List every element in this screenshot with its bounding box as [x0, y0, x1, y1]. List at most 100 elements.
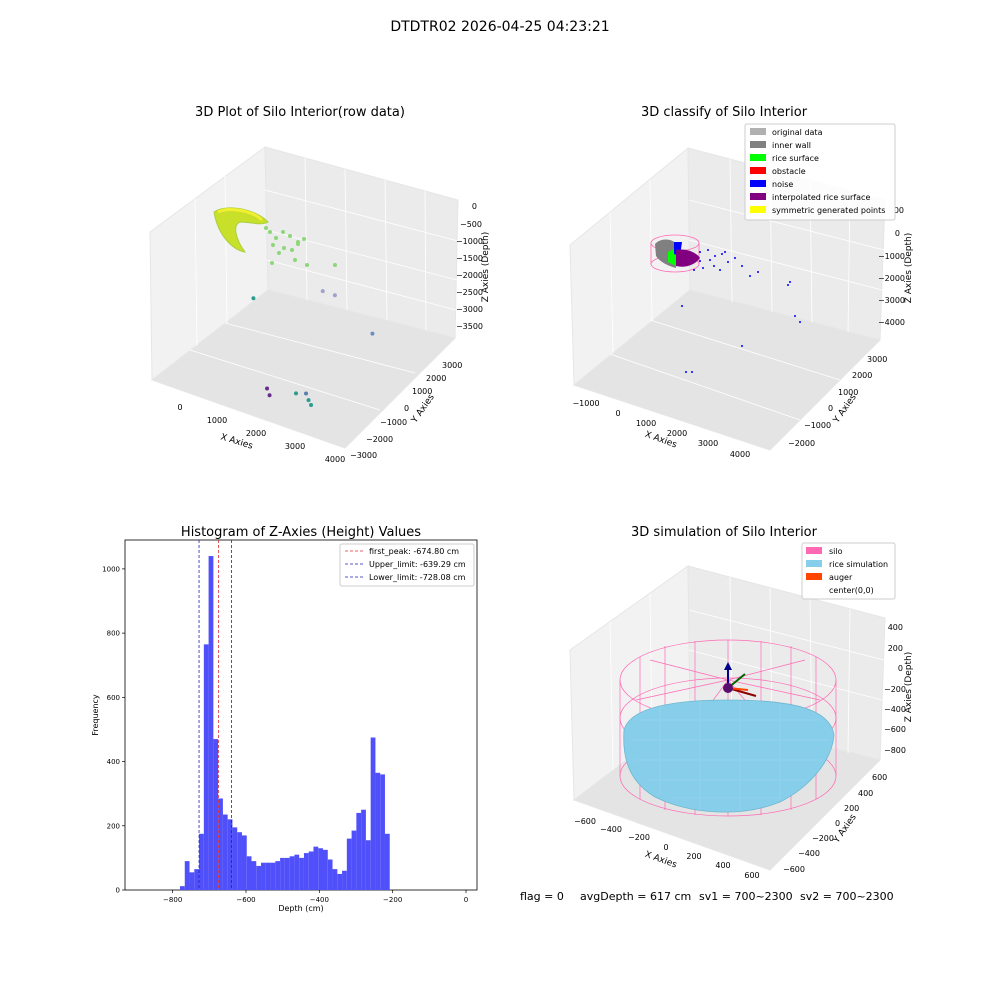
simulation-3d-y-tick: 600 [872, 773, 887, 782]
histogram-bar [289, 856, 295, 890]
histogram-bar [184, 861, 190, 890]
histogram-bar [194, 869, 200, 890]
histogram-legend: first_peak: -674.80 cm Upper_limit: -639.… [339, 543, 475, 587]
simulation-3d-y-tick: 0 [835, 819, 840, 828]
raw-3d-y-tick: 0 [404, 404, 409, 413]
classify-3d-y-tick: −2000 [788, 439, 815, 448]
classify-3d-z-tick: −2000 [878, 274, 905, 283]
histogram-bar [232, 827, 238, 890]
simulation-3d-legend-frame [801, 542, 896, 600]
histogram-bar [303, 853, 309, 890]
histogram-bar [265, 862, 271, 890]
classify-3d-legend-swatch [750, 167, 766, 174]
histogram-bar [308, 851, 314, 890]
histogram-ylabel: Frequency [91, 694, 100, 736]
histogram-bar [380, 774, 385, 890]
raw-3d-zlabel: Z Axies (Depth) [481, 232, 491, 303]
histogram-bars [180, 556, 390, 890]
histogram-bar [346, 838, 352, 890]
histogram-bar [375, 772, 381, 890]
classify-3d-legend-swatch [750, 141, 766, 148]
classify-3d-z-tick: −1000 [878, 252, 905, 261]
raw-3d-scatter-point [370, 331, 375, 336]
classify-3d-legend-label: rice surface [772, 154, 819, 163]
histogram-legend-frame [339, 543, 475, 587]
simulation-3d-legend-label: center(0,0) [829, 586, 874, 595]
panel-histogram: Histogram of Z-Axies (Height) Values −80… [91, 525, 478, 913]
panel-raw-3d: 3D Plot of Silo Interior(row data) 0 100… [149, 105, 491, 464]
raw-3d-x-tick: 1000 [207, 416, 227, 425]
simulation-3d-z-tick: −800 [884, 746, 906, 755]
classify-3d-legend-swatch [750, 128, 766, 135]
simulation-3d-x-tick: −200 [628, 833, 650, 842]
histogram-bar [246, 856, 252, 890]
simulation-3d-z-tick: 400 [888, 623, 903, 632]
panel-classify-3d: 3D classify of Silo Interior −1000 0 100… [569, 105, 914, 459]
classify-3d-legend-label: original data [772, 128, 823, 137]
histogram-bar [203, 644, 209, 890]
classify-3d-legend-frame [744, 123, 896, 221]
histogram-bar [222, 814, 228, 890]
histogram-vlines [198, 540, 232, 890]
raw-3d-scatter-point [267, 393, 272, 398]
classify-3d-x-tick: 2000 [667, 429, 687, 438]
classify-3d-y-tick: 1000 [838, 388, 858, 397]
status-flag: flag = 0 [520, 890, 564, 903]
simulation-3d-x-tick: 400 [715, 861, 730, 870]
histogram-bar [227, 819, 233, 890]
simulation-3d-x-tick: 0 [663, 843, 668, 852]
histogram-bar [270, 862, 276, 890]
histogram-bar [332, 869, 338, 890]
simulation-3d-title: 3D simulation of Silo Interior [631, 525, 818, 540]
histogram-y-tick-label: 800 [107, 630, 120, 638]
classify-3d-x-tick: 0 [615, 409, 620, 418]
raw-3d-z-tick: −1500 [456, 254, 483, 263]
classify-3d-y-tick: 3000 [867, 355, 887, 364]
histogram-x-tick-label: −600 [236, 896, 255, 904]
classify-3d-z-tick: 00 [894, 206, 904, 215]
simulation-3d-legend-swatch [806, 547, 822, 554]
panel-simulation-3d: 3D simulation of Silo Interior [569, 525, 914, 880]
raw-3d-scatter-point [306, 398, 311, 403]
histogram-bar [251, 861, 257, 890]
raw-3d-z-tick: −3500 [456, 322, 483, 331]
status-sv1: sv1 = 700~2300 [699, 890, 793, 903]
simulation-3d-x-tick: 200 [686, 852, 701, 861]
histogram-y-tick-label: 400 [107, 758, 120, 766]
histogram-bar [241, 835, 247, 890]
histogram-y-tick-label: 600 [107, 694, 120, 702]
raw-3d-x-tick: 0 [177, 403, 182, 412]
raw-3d-scatter-points [251, 289, 375, 407]
raw-3d-z-tick: −500 [460, 220, 482, 229]
raw-3d-y-tick: 3000 [442, 361, 462, 370]
histogram-bar [275, 861, 281, 890]
raw-3d-x-tick: 2000 [246, 429, 266, 438]
raw-3d-y-tick: 1000 [412, 387, 432, 396]
histogram-bar [208, 556, 214, 890]
classify-3d-ylabel: Y Axies [831, 392, 859, 425]
histogram-bar [351, 830, 357, 890]
classify-3d-z-tick: −4000 [878, 318, 905, 327]
raw-3d-z-tick: −3000 [456, 305, 483, 314]
status-sv2: sv2 = 700~2300 [800, 890, 894, 903]
raw-3d-x-tick: 3000 [285, 442, 305, 451]
histogram-bar [218, 798, 223, 890]
classify-3d-legend-label: obstacle [772, 167, 806, 176]
histogram-bar [318, 848, 323, 890]
raw-3d-x-ticks: 0 1000 2000 3000 4000 [177, 403, 345, 464]
histogram-legend-label: Lower_limit: -728.08 cm [369, 573, 466, 582]
raw-3d-pane-floor [150, 289, 456, 449]
histogram-title: Histogram of Z-Axies (Height) Values [181, 525, 421, 540]
histogram-bar [294, 854, 300, 890]
classify-3d-y-tick: 2000 [852, 371, 872, 380]
histogram-bar [361, 809, 366, 890]
simulation-3d-legend: silo rice simulation auger center(0,0) [801, 542, 896, 600]
classify-3d-zlabel: Z Axies (Depth) [904, 233, 914, 304]
raw-3d-x-tick: 4000 [325, 455, 345, 464]
simulation-3d-z-tick: 0 [898, 664, 903, 673]
histogram-bar [313, 846, 319, 890]
histogram-y-ticks: 0 200 400 600 800 1000 [102, 565, 125, 895]
raw-3d-title: 3D Plot of Silo Interior(row data) [195, 105, 405, 120]
simulation-3d-x-tick: 600 [744, 871, 759, 880]
simulation-3d-x-tick: −400 [600, 825, 622, 834]
